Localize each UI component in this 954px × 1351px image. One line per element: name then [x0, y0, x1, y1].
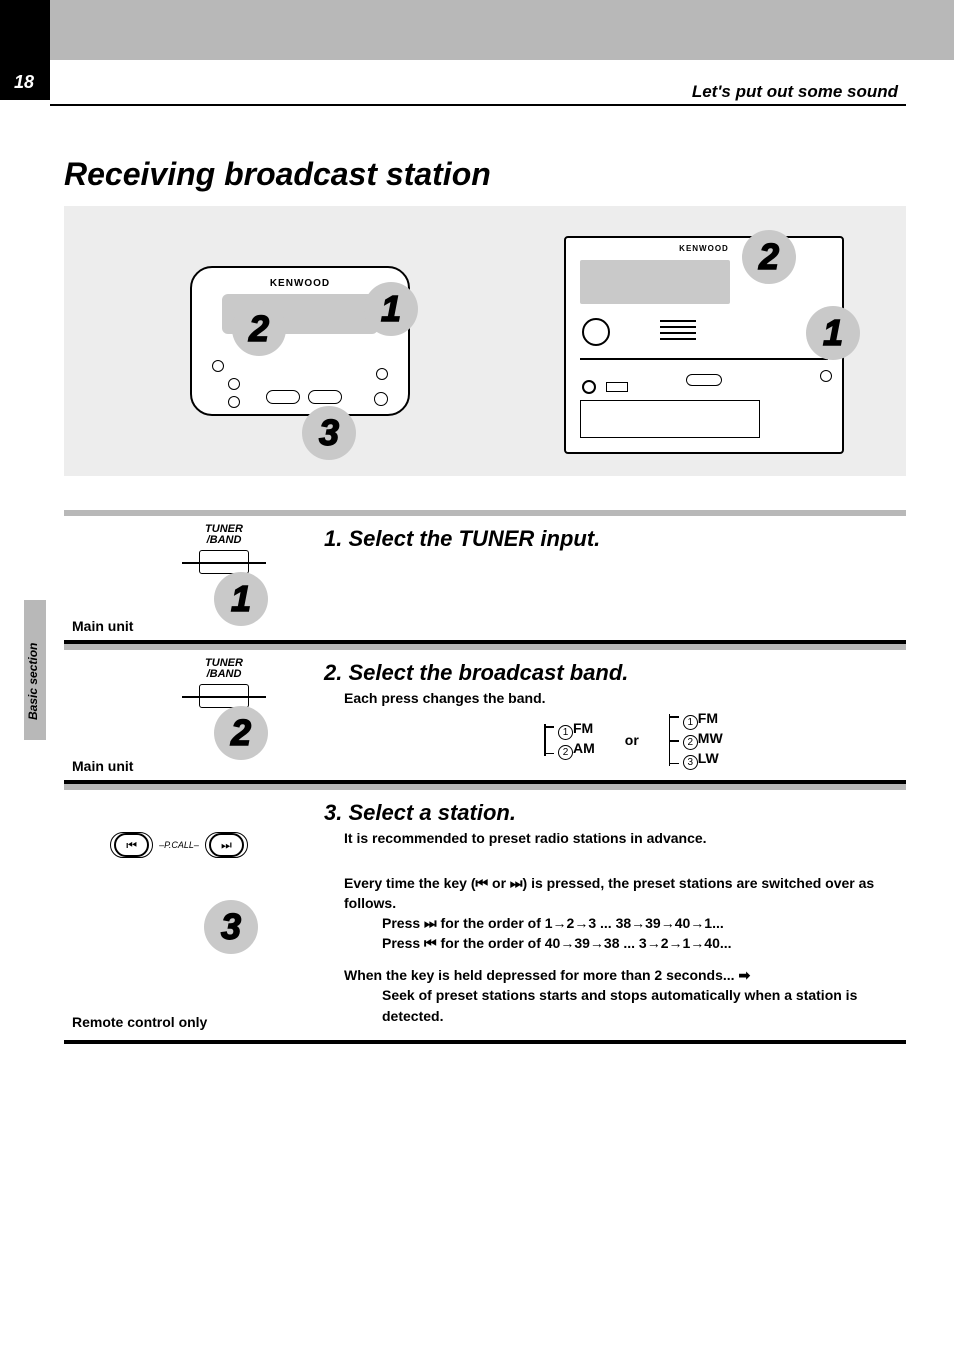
- knob-icon: [228, 378, 240, 390]
- running-head: Let's put out some sound: [692, 82, 898, 102]
- step-heading: 1. Select the TUNER input.: [324, 526, 896, 552]
- unit-label: Main unit: [72, 758, 133, 774]
- step-row-2: TUNER /BAND 2 Main unit 2. Select the br…: [64, 644, 906, 784]
- step-burst-right-2: 2: [742, 230, 796, 284]
- step-2-burst: 2: [214, 706, 268, 760]
- knob-icon: [212, 360, 224, 372]
- top-gray-bar: [0, 0, 954, 60]
- vent-icon: [660, 320, 696, 340]
- slot-icon: [606, 382, 628, 392]
- step-left-3: ⏮ –P.CALL– ⏭ 3 Remote control only: [64, 790, 294, 1044]
- panel-line: [580, 358, 828, 360]
- tuner-band-button-icon: [199, 550, 249, 574]
- disc-tray: [580, 400, 760, 438]
- page-number: 18: [14, 72, 34, 93]
- step-row-1: TUNER /BAND 1 Main unit 1. Select the TU…: [64, 510, 906, 644]
- step-burst-3: 3: [302, 406, 356, 460]
- tuner-band-label: TUNER /BAND: [154, 658, 294, 680]
- step-burst-right-1: 1: [806, 306, 860, 360]
- step-burst-1: 1: [364, 282, 418, 336]
- step-3-burst: 3: [204, 900, 258, 954]
- step-subtext: It is recommended to preset radio statio…: [344, 830, 896, 846]
- unit-label: Main unit: [72, 618, 133, 634]
- band-options: 1FM 2AM or 1FM 2MW 3LW: [544, 710, 896, 770]
- unit-label: Remote control only: [72, 1014, 207, 1030]
- band-col-b: 1FM 2MW 3LW: [669, 710, 723, 770]
- header-rule: [50, 104, 906, 106]
- step-right-1: 1. Select the TUNER input.: [294, 516, 906, 644]
- prev-button-icon: ⏮: [114, 833, 149, 857]
- step-body-keys: Every time the key (⏮ or ⏭) is pressed, …: [344, 874, 896, 913]
- volume-knob-icon: [582, 318, 610, 346]
- hold-line: When the key is held depressed for more …: [344, 966, 896, 986]
- next-key-icon: ⏭: [510, 875, 523, 891]
- pill-button: [686, 374, 722, 386]
- next-key-icon: ⏭: [424, 915, 437, 931]
- step-heading: 3. Select a station.: [324, 800, 896, 826]
- band-col-a: 1FM 2AM: [544, 720, 595, 760]
- brand-label: KENWOOD: [270, 278, 330, 289]
- page-title: Receiving broadcast station: [64, 156, 491, 193]
- steps-list: TUNER /BAND 1 Main unit 1. Select the TU…: [64, 510, 906, 1044]
- step-burst-2: 2: [232, 302, 286, 356]
- display-window: [580, 260, 730, 304]
- pill-button: [266, 390, 300, 404]
- knob-icon: [376, 368, 388, 380]
- step-heading: 2. Select the broadcast band.: [324, 660, 896, 686]
- tuner-band-button-icon: [199, 684, 249, 708]
- outer-oval: ⏭: [205, 832, 248, 858]
- step-subtext: Each press changes the band.: [344, 690, 896, 706]
- step-1-burst: 1: [214, 572, 268, 626]
- hold-result: Seek of preset stations starts and stops…: [382, 985, 896, 1026]
- brand-label: KENWOOD: [679, 244, 729, 253]
- knob-icon: [228, 396, 240, 408]
- pill-button: [308, 390, 342, 404]
- outer-oval: ⏮: [110, 832, 153, 858]
- hero-panel: KENWOOD 1 2 3 KENWOOD: [64, 206, 906, 476]
- device-right: KENWOOD: [564, 236, 844, 454]
- power-icon: [582, 380, 596, 394]
- step-right-2: 2. Select the broadcast band. Each press…: [294, 650, 906, 784]
- step-row-3: ⏮ –P.CALL– ⏭ 3 Remote control only 3. Se…: [64, 784, 906, 1044]
- press-next-seq: Press ⏭ for the order of 1→2→3 ... 38→39…: [382, 913, 896, 933]
- page: 18 Let's put out some sound Receiving br…: [0, 0, 954, 1351]
- step-right-3: 3. Select a station. It is recommended t…: [294, 790, 906, 1044]
- prev-key-icon: ⏮: [424, 935, 437, 951]
- side-tab-label: Basic section: [26, 643, 40, 720]
- press-prev-seq: Press ⏮ for the order of 40→39→38 ... 3→…: [382, 933, 896, 953]
- remote-pcall-row: ⏮ –P.CALL– ⏭: [64, 832, 294, 858]
- tuner-band-label: TUNER /BAND: [154, 524, 294, 546]
- or-label: or: [625, 732, 639, 748]
- knob-icon: [374, 392, 388, 406]
- step-left-2: TUNER /BAND 2 Main unit: [64, 650, 294, 784]
- next-button-icon: ⏭: [209, 833, 244, 857]
- pcall-label: –P.CALL–: [159, 840, 199, 850]
- knob-icon: [820, 370, 832, 382]
- prev-key-icon: ⏮: [476, 875, 489, 891]
- step-left-1: TUNER /BAND 1 Main unit: [64, 516, 294, 644]
